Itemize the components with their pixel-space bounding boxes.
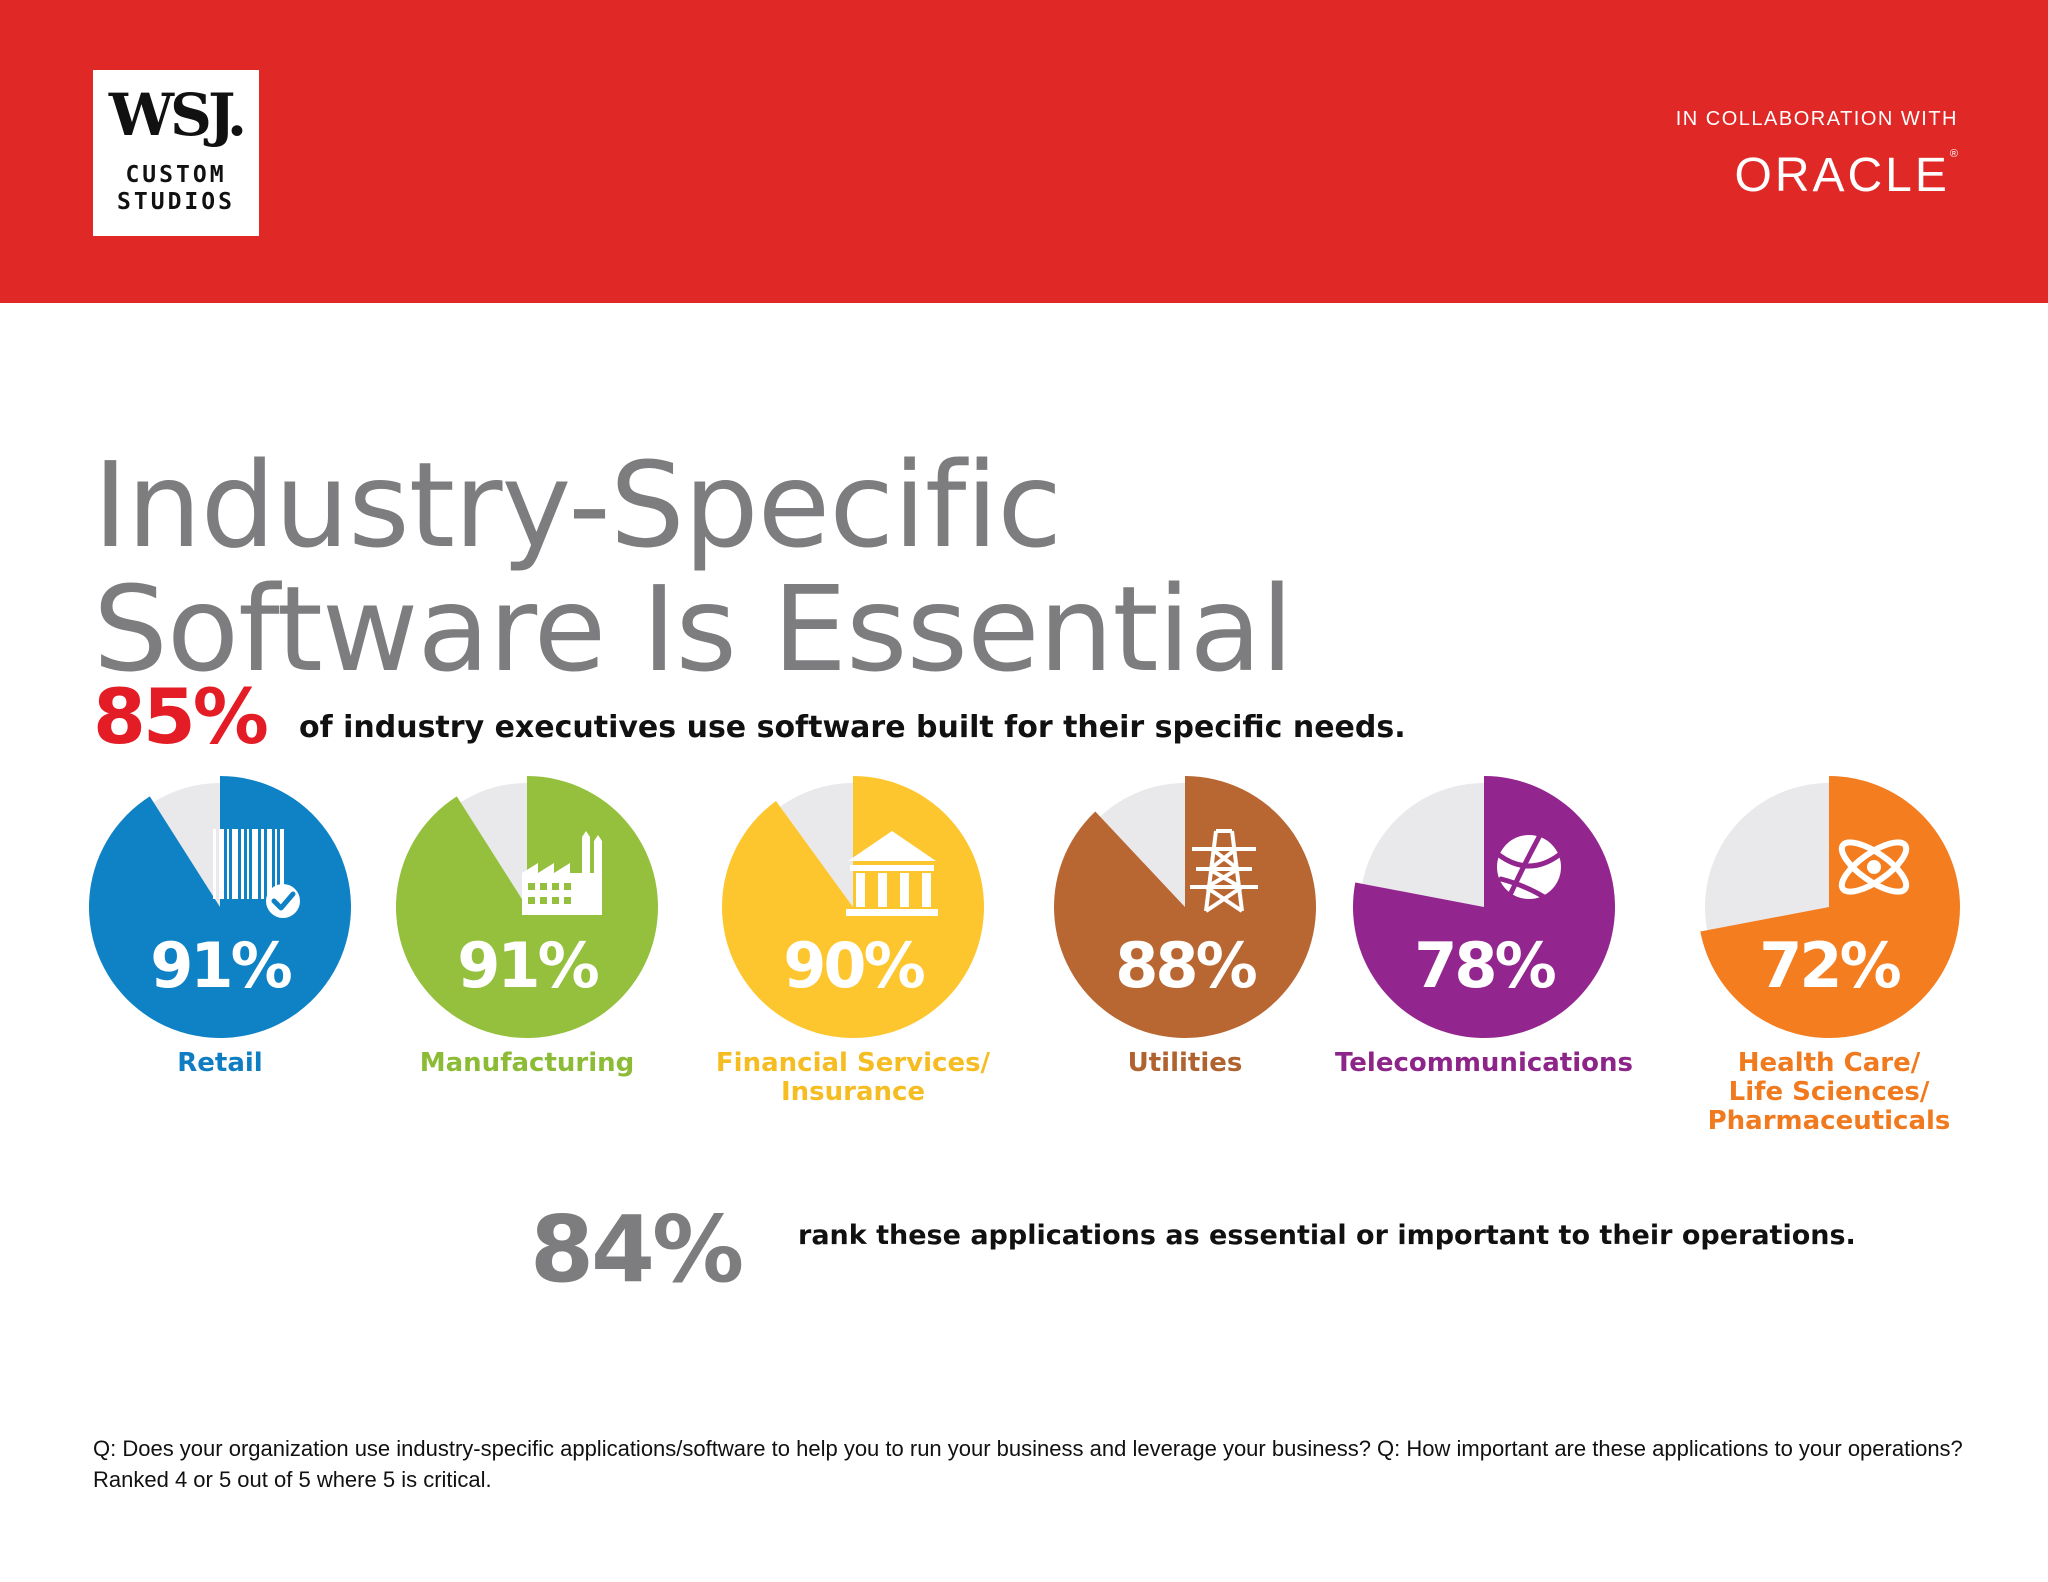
oracle-logo: ORACLE®: [1588, 148, 1959, 203]
pie-utilities: 88%: [1054, 776, 1317, 1038]
wsj-logo-line1: CUSTOM: [125, 162, 227, 188]
pie-category-label: Financial Services/Insurance: [683, 1049, 1023, 1107]
pie-percent-label: 78%: [1414, 929, 1555, 1002]
pie-slice-remainder: [153, 783, 220, 907]
power-tower-icon: [1190, 829, 1258, 913]
pie-category-label-line: Financial Services/: [715, 1048, 991, 1078]
pie-financial-services-insurance: 90%: [722, 776, 985, 1038]
pie-category-label: Utilities: [1015, 1049, 1355, 1078]
pie-telecommunications: 78%: [1352, 776, 1615, 1038]
pie-percent-label: 90%: [783, 929, 924, 1002]
page-title: Industry-Specific Software Is Essential: [93, 436, 1294, 699]
pie-category-label-line: Life Sciences/: [1728, 1077, 1930, 1107]
pie-slice-remainder: [460, 783, 527, 907]
header-banner: WSJ. CUSTOM STUDIOS IN COLLABORATION WIT…: [0, 0, 2048, 303]
pie-health-care-life-sciences-pharmaceuticals: 72%: [1700, 776, 1960, 1038]
globe-icon: [1496, 834, 1562, 906]
pie-category-label: Manufacturing: [357, 1049, 697, 1078]
registered-mark: ®: [1949, 148, 1958, 160]
pie-category-label-line: Utilities: [1127, 1048, 1243, 1078]
wsj-logo-line2: STUDIOS: [117, 189, 235, 215]
secondary-value: 84%: [530, 1196, 744, 1303]
pie-percent-label: 72%: [1759, 929, 1900, 1002]
pie-manufacturing: 91%: [395, 776, 658, 1038]
pie-slice-remainder: [1362, 783, 1484, 907]
pie-category-label-line: Telecommunications: [1335, 1048, 1633, 1078]
barcode-icon: [213, 829, 300, 918]
factory-icon: [522, 831, 602, 915]
headline-value: 85%: [93, 672, 269, 761]
footnote: Q: Does your organization use industry-s…: [93, 1436, 1963, 1492]
wsj-logo-subtitle: CUSTOM STUDIOS: [93, 162, 259, 216]
pie-category-label-line: Retail: [177, 1048, 263, 1078]
pie-category-label-line: Pharmaceuticals: [1707, 1106, 1951, 1136]
pie-slice-value: [722, 776, 985, 1038]
atom-icon: [1838, 839, 1910, 895]
pie-category-label: Telecommunications: [1314, 1049, 1654, 1078]
pie-category-label-line: Health Care/: [1737, 1048, 1921, 1078]
pie-slice-value: [1054, 776, 1317, 1038]
pie-percent-label: 88%: [1115, 929, 1256, 1002]
pie-percent-label: 91%: [457, 929, 598, 1002]
pie-category-label: Retail: [50, 1049, 390, 1078]
pie-slice-remainder: [1705, 783, 1829, 931]
bank-icon: [846, 831, 938, 916]
wsj-logo: WSJ. CUSTOM STUDIOS: [93, 70, 259, 236]
pie-category-label-line: Insurance: [780, 1077, 926, 1107]
pie-percent-label: 91%: [150, 929, 291, 1002]
secondary-text: rank these applications as essential or …: [798, 1220, 1856, 1251]
headline-text: of industry executives use software buil…: [299, 710, 1406, 745]
pie-category-label-line: Manufacturing: [419, 1048, 635, 1078]
pie-slice-value: [88, 776, 351, 1038]
pie-slice-remainder: [780, 783, 853, 907]
wsj-logo-mark: WSJ.: [108, 81, 247, 149]
page-title-line1: Industry-Specific: [93, 436, 1062, 575]
pie-slice-value: [1352, 776, 1615, 1038]
oracle-logo-text: ORACLE: [1734, 149, 1950, 202]
pie-slice-remainder: [1100, 783, 1185, 907]
pie-retail: 91%: [88, 776, 351, 1038]
page-title-line2: Software Is Essential: [93, 560, 1294, 699]
collaboration-text: IN COLLABORATION WITH: [1675, 108, 1958, 130]
pie-category-label: Health Care/Life Sciences/Pharmaceutical…: [1659, 1049, 1999, 1136]
